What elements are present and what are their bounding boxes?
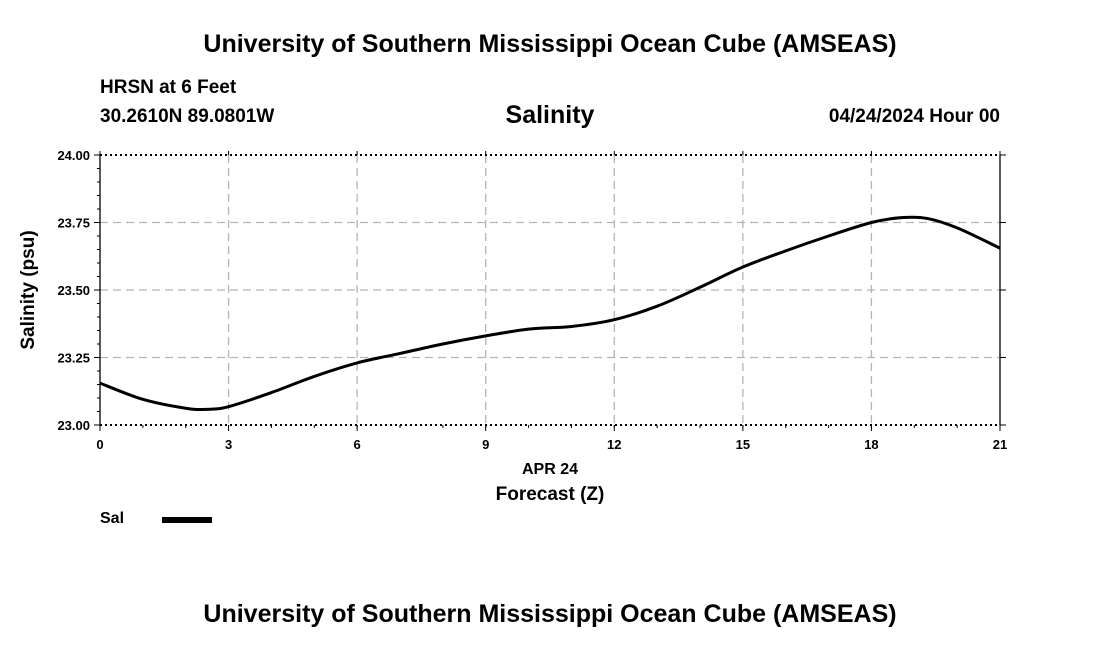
x-tick-label: 18	[864, 437, 878, 452]
y-tick-label: 23.25	[57, 351, 90, 366]
chart-title: University of Southern Mississippi Ocean…	[203, 30, 897, 58]
y-tick-label: 23.75	[57, 216, 90, 231]
coordinates-label: 30.2610N 89.0801W	[100, 106, 275, 127]
footer-title: University of Southern Mississippi Ocean…	[203, 600, 897, 628]
x-tick-label: 3	[225, 437, 232, 452]
x-tick-label: 12	[607, 437, 621, 452]
y-tick-label: 24.00	[57, 148, 90, 163]
station-label: HRSN at 6 Feet	[100, 77, 237, 98]
x-tick-label: 21	[993, 437, 1007, 452]
datetime-label: 04/24/2024 Hour 00	[828, 106, 1000, 127]
x-axis-sublabel: APR 24	[522, 461, 578, 478]
y-tick-label: 23.50	[57, 283, 90, 298]
x-axis-label: Forecast (Z)	[496, 484, 605, 505]
x-tick-label: 6	[354, 437, 361, 452]
x-tick-label: 15	[736, 437, 750, 452]
legend-label: Sal	[100, 510, 125, 527]
y-tick-label: 23.00	[57, 418, 90, 433]
x-tick-label: 0	[96, 437, 103, 452]
variable-title: Salinity	[505, 101, 595, 129]
y-axis-label: Salinity (psu)	[18, 230, 39, 349]
series-line-sal	[99, 215, 1001, 412]
x-tick-label: 9	[482, 437, 489, 452]
legend-swatch	[162, 517, 212, 523]
